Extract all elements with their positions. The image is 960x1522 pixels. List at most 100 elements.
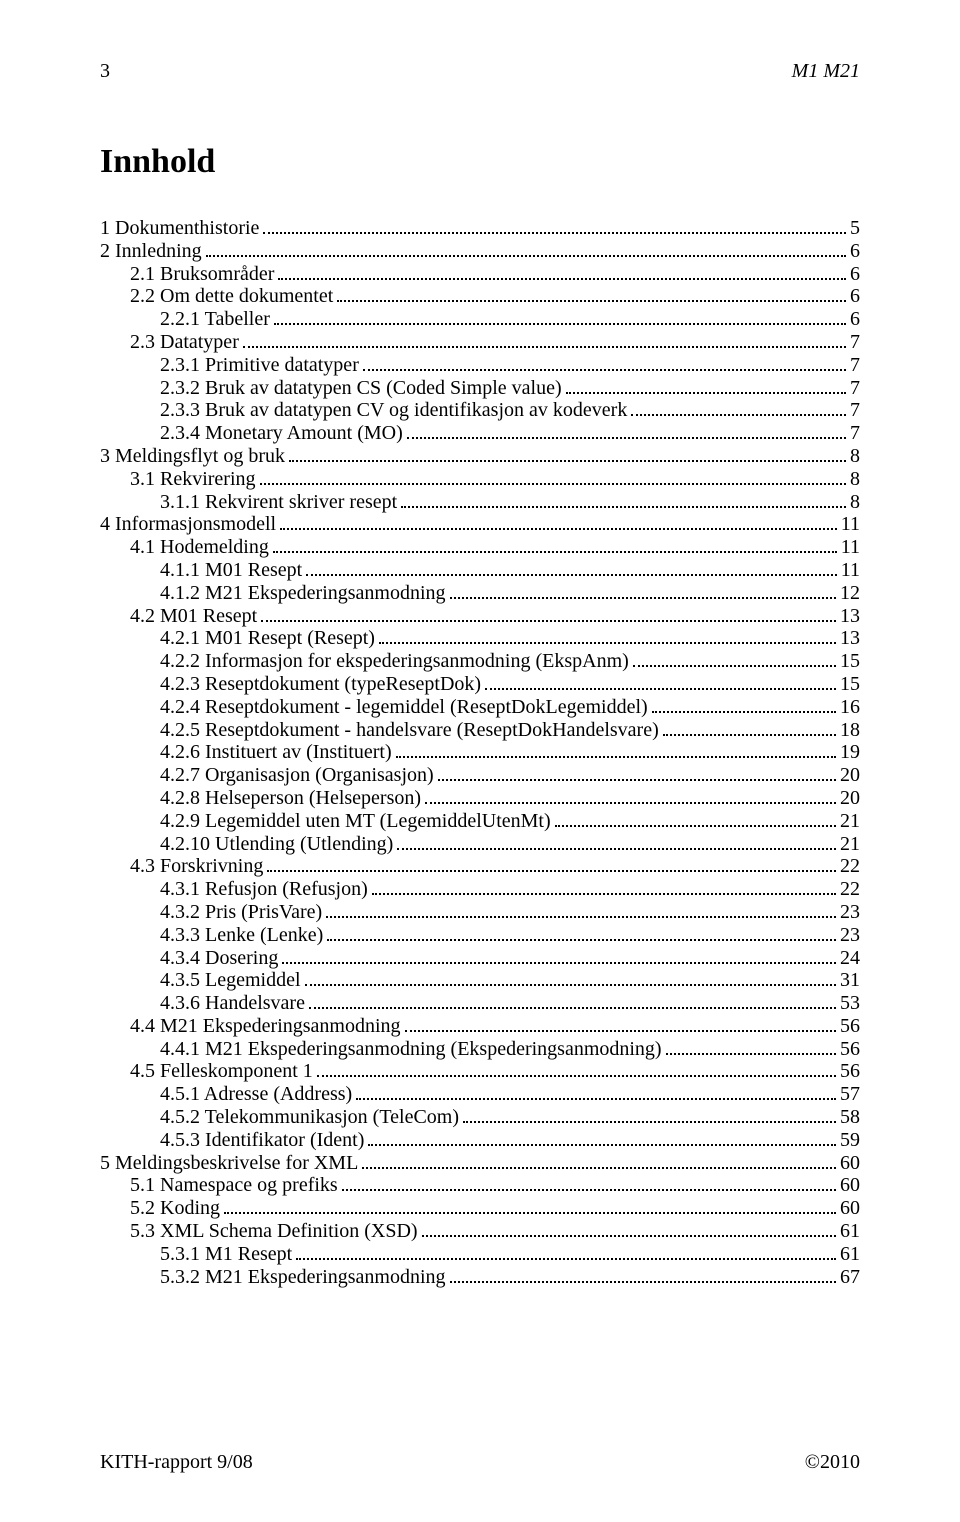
- toc-leader: [305, 973, 836, 986]
- toc-leader: [396, 745, 836, 758]
- toc-entry[interactable]: 5.2 Koding60: [100, 1197, 860, 1220]
- toc-entry[interactable]: 5.3 XML Schema Definition (XSD)61: [100, 1220, 860, 1243]
- toc-entry[interactable]: 2.3 Datatyper7: [100, 331, 860, 354]
- toc-entry-page: 8: [850, 468, 860, 491]
- toc-entry-label: 4.3.5 Legemiddel: [160, 969, 301, 992]
- toc-entry-page: 58: [840, 1106, 860, 1129]
- toc-entry[interactable]: 2.1 Bruksområder6: [100, 263, 860, 286]
- toc-entry[interactable]: 4.3.4 Dosering24: [100, 947, 860, 970]
- toc-leader: [368, 1133, 836, 1146]
- toc-leader: [306, 563, 837, 576]
- toc-entry[interactable]: 4.2.7 Organisasjon (Organisasjon)20: [100, 764, 860, 787]
- toc-leader: [425, 791, 836, 804]
- toc-entry[interactable]: 4.2.1 M01 Resept (Resept)13: [100, 627, 860, 650]
- toc-entry-label: 2.3.1 Primitive datatyper: [160, 354, 359, 377]
- toc-leader: [296, 1247, 836, 1260]
- toc-entry[interactable]: 5.3.2 M21 Ekspederingsanmodning67: [100, 1266, 860, 1289]
- toc-entry[interactable]: 4.2.9 Legemiddel uten MT (LegemiddelUten…: [100, 810, 860, 833]
- toc-entry[interactable]: 4.5 Felleskomponent 156: [100, 1060, 860, 1083]
- toc-leader: [289, 449, 846, 462]
- toc-entry-label: 4 Informasjonsmodell: [100, 513, 276, 536]
- toc-entry[interactable]: 5 Meldingsbeskrivelse for XML60: [100, 1152, 860, 1175]
- toc-entry-page: 8: [850, 445, 860, 468]
- toc-entry-page: 13: [840, 627, 860, 650]
- toc-entry-label: 5.3 XML Schema Definition (XSD): [130, 1220, 418, 1243]
- toc-entry[interactable]: 4 Informasjonsmodell11: [100, 513, 860, 536]
- toc-entry-label: 4.2.5 Reseptdokument - handelsvare (Rese…: [160, 719, 659, 742]
- toc-entry[interactable]: 4.3.5 Legemiddel 31: [100, 969, 860, 992]
- toc-entry-page: 6: [850, 240, 860, 263]
- toc-entry[interactable]: 4.2.2 Informasjon for ekspederingsanmodn…: [100, 650, 860, 673]
- toc-entry-page: 22: [840, 878, 860, 901]
- toc-entry[interactable]: 4.5.1 Adresse (Address)57: [100, 1083, 860, 1106]
- toc-entry[interactable]: 4.3.2 Pris (PrisVare)23: [100, 901, 860, 924]
- toc-entry[interactable]: 4.3.6 Handelsvare53: [100, 992, 860, 1015]
- toc-entry[interactable]: 4.1.2 M21 Ekspederingsanmodning12: [100, 582, 860, 605]
- toc-entry[interactable]: 4.3.3 Lenke (Lenke)23: [100, 924, 860, 947]
- toc-entry-label: 5.3.2 M21 Ekspederingsanmodning: [160, 1266, 446, 1289]
- toc-entry[interactable]: 2.3.4 Monetary Amount (MO)7: [100, 422, 860, 445]
- toc-entry[interactable]: 4.4.1 M21 Ekspederingsanmodning (Ekspede…: [100, 1038, 860, 1061]
- toc-entry-label: 4.2.6 Instituert av (Instituert): [160, 741, 392, 764]
- toc-entry[interactable]: 4.2.6 Instituert av (Instituert)19: [100, 741, 860, 764]
- page-footer: KITH-rapport 9/08 ©2010: [100, 1451, 860, 1474]
- toc-entry-page: 21: [840, 833, 860, 856]
- toc-entry[interactable]: 1 Dokumenthistorie5: [100, 217, 860, 240]
- toc-entry[interactable]: 4.1.1 M01 Resept11: [100, 559, 860, 582]
- toc-entry[interactable]: 4.3 Forskrivning22: [100, 855, 860, 878]
- table-of-contents: 1 Dokumenthistorie52 Innledning62.1 Bruk…: [100, 217, 860, 1288]
- toc-entry[interactable]: 4.5.2 Telekommunikasjon (TeleCom)58: [100, 1106, 860, 1129]
- toc-leader: [282, 951, 836, 964]
- toc-leader: [317, 1064, 836, 1077]
- toc-leader: [206, 244, 846, 257]
- toc-entry-label: 4.5.1 Adresse (Address): [160, 1083, 352, 1106]
- toc-entry[interactable]: 4.5.3 Identifikator (Ident)59: [100, 1129, 860, 1152]
- toc-entry[interactable]: 2.2.1 Tabeller6: [100, 308, 860, 331]
- toc-entry-label: 2.3.2 Bruk av datatypen CS (Coded Simple…: [160, 377, 562, 400]
- toc-entry-page: 12: [840, 582, 860, 605]
- toc-entry[interactable]: 4.1 Hodemelding11: [100, 536, 860, 559]
- toc-entry-page: 56: [840, 1038, 860, 1061]
- toc-leader: [280, 517, 837, 530]
- toc-entry-label: 4.5.3 Identifikator (Ident): [160, 1129, 364, 1152]
- toc-leader: [652, 700, 836, 713]
- toc-entry-label: 4.2 M01 Resept: [130, 605, 257, 628]
- toc-entry[interactable]: 4.2.3 Reseptdokument (typeReseptDok)15: [100, 673, 860, 696]
- toc-leader: [363, 358, 846, 371]
- toc-entry[interactable]: 3.1 Rekvirering 8: [100, 468, 860, 491]
- toc-leader: [485, 677, 836, 690]
- toc-entry-label: 4.3.4 Dosering: [160, 947, 278, 970]
- toc-entry[interactable]: 4.2.4 Reseptdokument - legemiddel (Resep…: [100, 696, 860, 719]
- toc-entry-page: 15: [840, 673, 860, 696]
- toc-entry-label: 3.1 Rekvirering: [130, 468, 256, 491]
- toc-entry[interactable]: 4.2 M01 Resept13: [100, 605, 860, 628]
- page-header: 3 M1 M21: [100, 60, 860, 83]
- page-number-top: 3: [100, 60, 110, 83]
- toc-entry-label: 4.2.2 Informasjon for ekspederingsanmodn…: [160, 650, 629, 673]
- toc-entry[interactable]: 2.3.1 Primitive datatyper7: [100, 354, 860, 377]
- toc-entry-page: 21: [840, 810, 860, 833]
- toc-entry[interactable]: 4.2.8 Helseperson (Helseperson)20: [100, 787, 860, 810]
- toc-entry-label: 4.2.4 Reseptdokument - legemiddel (Resep…: [160, 696, 648, 719]
- toc-entry-label: 4.4 M21 Ekspederingsanmodning: [130, 1015, 401, 1038]
- toc-entry[interactable]: 2.3.3 Bruk av datatypen CV og identifika…: [100, 399, 860, 422]
- toc-entry[interactable]: 4.2.10 Utlending (Utlending)21: [100, 833, 860, 856]
- toc-entry[interactable]: 5.3.1 M1 Resept61: [100, 1243, 860, 1266]
- toc-entry-label: 4.2.8 Helseperson (Helseperson): [160, 787, 421, 810]
- toc-leader: [397, 837, 836, 850]
- toc-entry-label: 2.3.4 Monetary Amount (MO): [160, 422, 403, 445]
- toc-entry[interactable]: 2.2 Om dette dokumentet6: [100, 285, 860, 308]
- toc-entry-page: 31: [840, 969, 860, 992]
- toc-leader: [273, 540, 837, 553]
- toc-entry[interactable]: 3 Meldingsflyt og bruk8: [100, 445, 860, 468]
- toc-entry-label: 1 Dokumenthistorie: [100, 217, 259, 240]
- toc-entry[interactable]: 4.2.5 Reseptdokument - handelsvare (Rese…: [100, 719, 860, 742]
- toc-entry[interactable]: 4.4 M21 Ekspederingsanmodning56: [100, 1015, 860, 1038]
- toc-entry-page: 16: [840, 696, 860, 719]
- toc-entry[interactable]: 3.1.1 Rekvirent skriver resept8: [100, 491, 860, 514]
- toc-entry[interactable]: 5.1 Namespace og prefiks60: [100, 1174, 860, 1197]
- toc-entry[interactable]: 2.3.2 Bruk av datatypen CS (Coded Simple…: [100, 377, 860, 400]
- toc-leader: [666, 1042, 836, 1055]
- toc-entry[interactable]: 4.3.1 Refusjon (Refusjon)22: [100, 878, 860, 901]
- toc-entry[interactable]: 2 Innledning6: [100, 240, 860, 263]
